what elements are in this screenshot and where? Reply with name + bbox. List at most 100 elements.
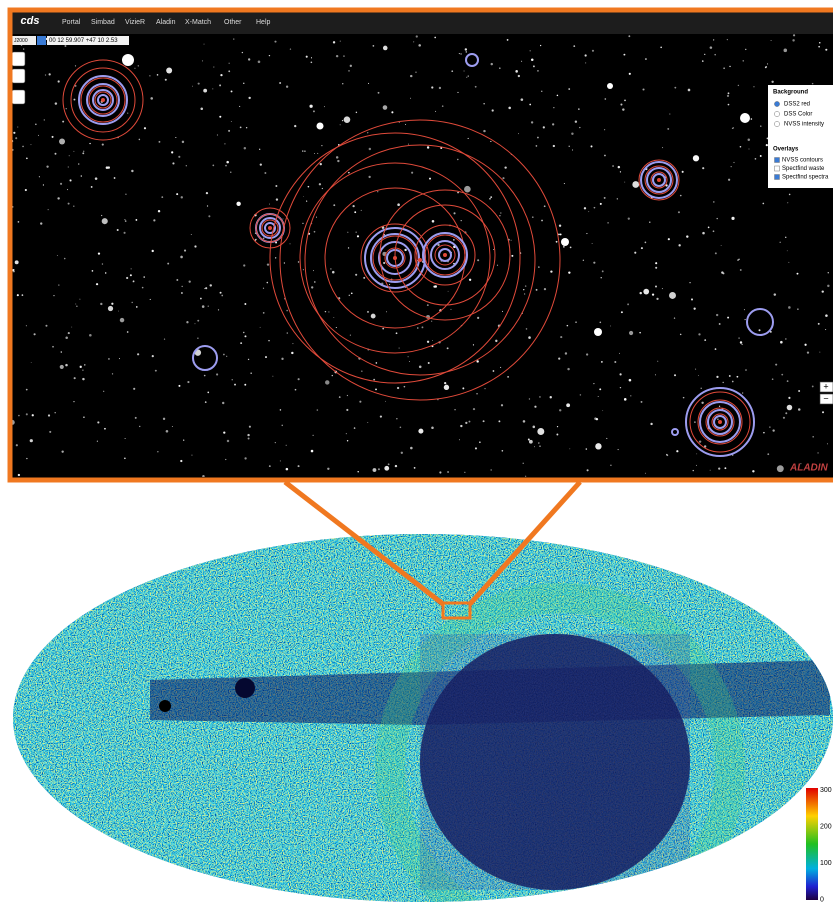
star — [204, 401, 207, 403]
star — [388, 283, 391, 286]
source-circle — [269, 132, 521, 384]
star — [591, 49, 595, 52]
star — [323, 106, 325, 108]
star — [499, 215, 501, 217]
target-box[interactable] — [47, 36, 129, 45]
star — [434, 285, 437, 288]
source-circle — [379, 189, 511, 321]
star — [617, 165, 621, 169]
star — [90, 186, 93, 188]
star — [17, 126, 19, 128]
star — [558, 233, 560, 236]
star — [43, 119, 45, 121]
checkbox[interactable] — [774, 157, 780, 163]
background-option[interactable]: DSS2 red — [784, 102, 810, 108]
star — [591, 243, 593, 244]
star — [56, 255, 58, 256]
source-circle — [360, 223, 430, 293]
star — [284, 298, 286, 300]
star — [396, 386, 400, 390]
star — [822, 411, 825, 414]
star — [704, 339, 707, 341]
overlay-option[interactable]: Spectfind waste — [782, 166, 825, 172]
star — [482, 420, 485, 423]
nav-item[interactable]: Other — [224, 19, 242, 26]
panel-heading: Background — [773, 90, 808, 96]
star — [274, 442, 276, 444]
star — [800, 463, 802, 465]
star — [410, 97, 412, 99]
star — [68, 155, 70, 157]
star — [58, 284, 60, 286]
star — [381, 226, 385, 229]
star — [350, 292, 353, 295]
star — [431, 340, 433, 341]
star — [765, 144, 768, 147]
star — [231, 379, 233, 381]
star — [302, 269, 304, 271]
star — [737, 84, 740, 87]
star — [76, 305, 78, 307]
star — [464, 471, 466, 473]
checkbox[interactable] — [774, 165, 780, 172]
star — [194, 245, 197, 248]
star — [69, 179, 72, 182]
radio[interactable] — [774, 121, 780, 127]
star — [677, 211, 680, 214]
star — [367, 132, 369, 134]
frame-dropdown[interactable] — [37, 36, 46, 45]
star — [413, 41, 415, 43]
nav-item[interactable]: VizieR — [125, 19, 145, 26]
star — [431, 426, 434, 430]
star — [520, 98, 524, 101]
star — [82, 152, 85, 155]
overlay-option[interactable]: NVSS contours — [782, 158, 823, 164]
background-option[interactable]: NVSS intensity — [784, 122, 824, 128]
nav-item[interactable]: Simbad — [91, 19, 115, 26]
nav-item[interactable]: Aladin — [156, 19, 176, 26]
star — [493, 248, 495, 251]
star — [234, 383, 236, 386]
star — [247, 433, 250, 437]
star — [343, 55, 345, 57]
star — [60, 351, 62, 353]
star — [644, 472, 646, 474]
zoom-in[interactable] — [819, 381, 833, 393]
nav-item[interactable]: Help — [256, 19, 271, 26]
overlay-option[interactable]: Spectfind spectra — [782, 175, 829, 181]
star — [467, 137, 469, 140]
radio[interactable] — [774, 101, 780, 107]
search-button[interactable] — [11, 68, 26, 84]
star — [57, 197, 60, 200]
background-option[interactable]: DSS Color — [784, 112, 812, 118]
star — [226, 160, 229, 164]
star — [394, 464, 398, 468]
star — [226, 355, 228, 357]
nav-item[interactable]: Portal — [62, 19, 81, 26]
star — [375, 388, 377, 391]
star — [739, 269, 742, 271]
star — [167, 262, 170, 265]
star — [331, 374, 333, 377]
star — [183, 439, 185, 441]
star — [760, 125, 762, 127]
star — [464, 185, 471, 193]
star — [356, 235, 360, 238]
star — [89, 142, 91, 145]
star — [303, 196, 304, 197]
star — [349, 64, 352, 68]
goto-button[interactable] — [11, 89, 26, 105]
nav-item[interactable]: X-Match — [185, 19, 211, 26]
frame-select[interactable] — [12, 36, 36, 45]
star — [736, 375, 739, 378]
star — [788, 396, 791, 399]
star — [447, 471, 450, 473]
layers-button[interactable] — [11, 51, 26, 67]
star — [686, 235, 689, 238]
logo[interactable]: cds — [21, 15, 40, 27]
star — [410, 74, 413, 78]
zoom-out[interactable] — [819, 393, 833, 405]
star — [712, 230, 715, 233]
radio[interactable] — [774, 111, 780, 117]
checkbox[interactable] — [774, 174, 780, 180]
